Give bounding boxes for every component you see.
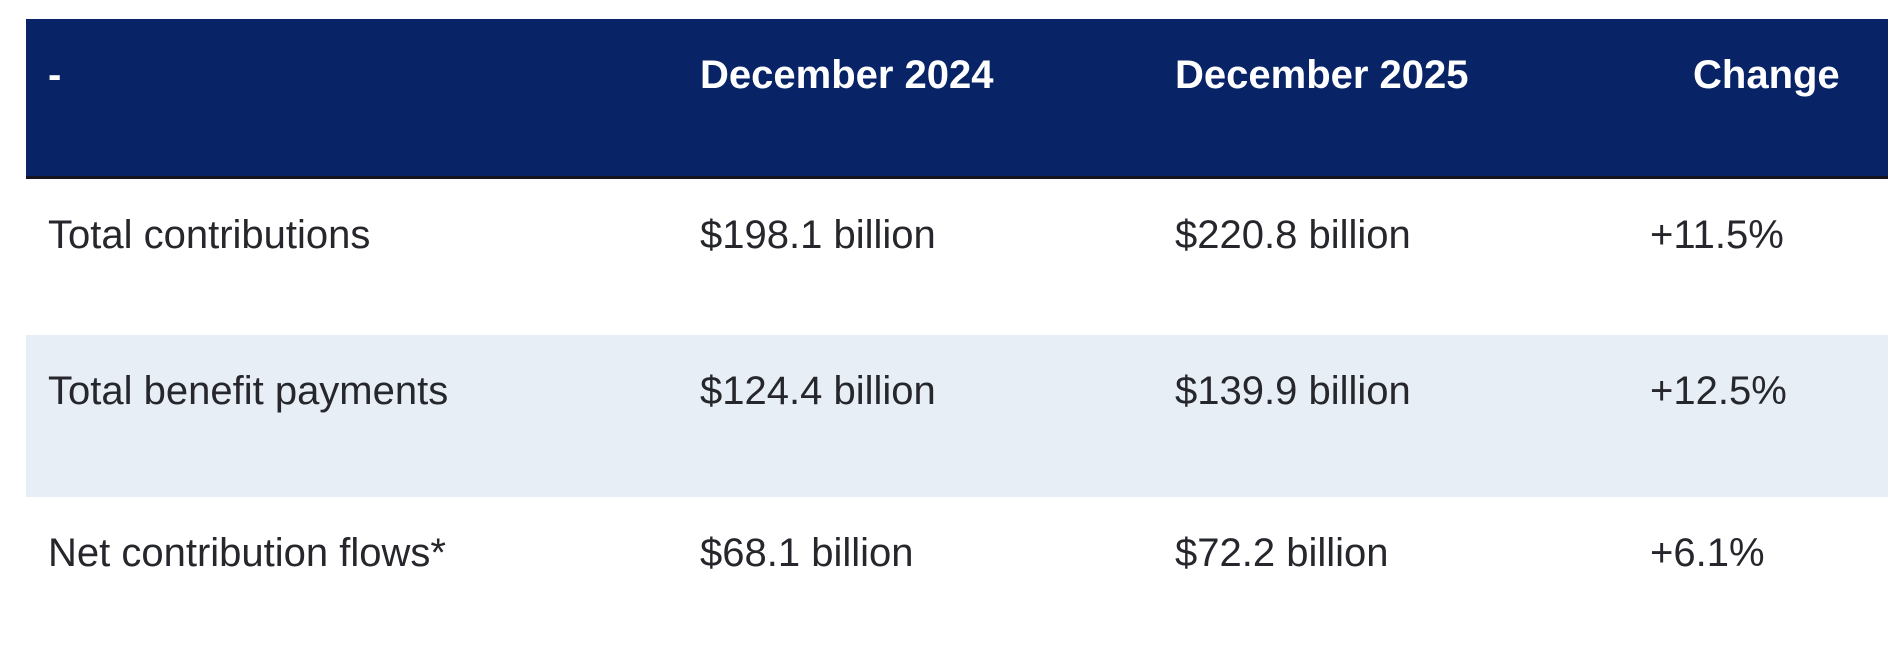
- cell-change-value: +11.5%: [1650, 212, 1784, 257]
- cell-dec-2025-value: $72.2 billion: [1175, 531, 1389, 575]
- header-cell-change: Change: [1650, 19, 1888, 179]
- header-cell-december-2024: December 2024: [700, 19, 1175, 179]
- comparison-table-container: - December 2024 December 2025 Change Tot…: [26, 19, 1888, 655]
- cell-dec-2024-value: $124.4 billion: [700, 369, 936, 413]
- cell-dec-2025-value: $220.8 billion: [1175, 212, 1411, 257]
- cell-change-value: +6.1%: [1650, 531, 1765, 575]
- row-label: Total contributions: [48, 212, 371, 257]
- header-cell-metric: -: [26, 19, 700, 179]
- table-row-net-contribution-flows: Net contribution flows* $68.1 billion $7…: [26, 497, 1888, 655]
- table-header: - December 2024 December 2025 Change: [26, 19, 1888, 179]
- table-row-total-benefit-payments: Total benefit payments $124.4 billion $1…: [26, 335, 1888, 497]
- cell-change-value: +12.5%: [1650, 369, 1787, 413]
- row-label: Total benefit payments: [48, 369, 449, 413]
- header-cell-december-2025: December 2025: [1175, 19, 1650, 179]
- cell-dec-2024-value: $198.1 billion: [700, 212, 936, 257]
- cell-dec-2025-value: $139.9 billion: [1175, 369, 1411, 413]
- cell-dec-2024-value: $68.1 billion: [700, 531, 914, 575]
- header-row: - December 2024 December 2025 Change: [26, 19, 1888, 179]
- contributions-comparison-table: - December 2024 December 2025 Change Tot…: [26, 19, 1888, 655]
- row-label: Net contribution flows*: [48, 531, 446, 575]
- table-row-total-contributions: Total contributions $198.1 billion $220.…: [26, 177, 1888, 335]
- table-body: Total contributions $198.1 billion $220.…: [26, 177, 1888, 655]
